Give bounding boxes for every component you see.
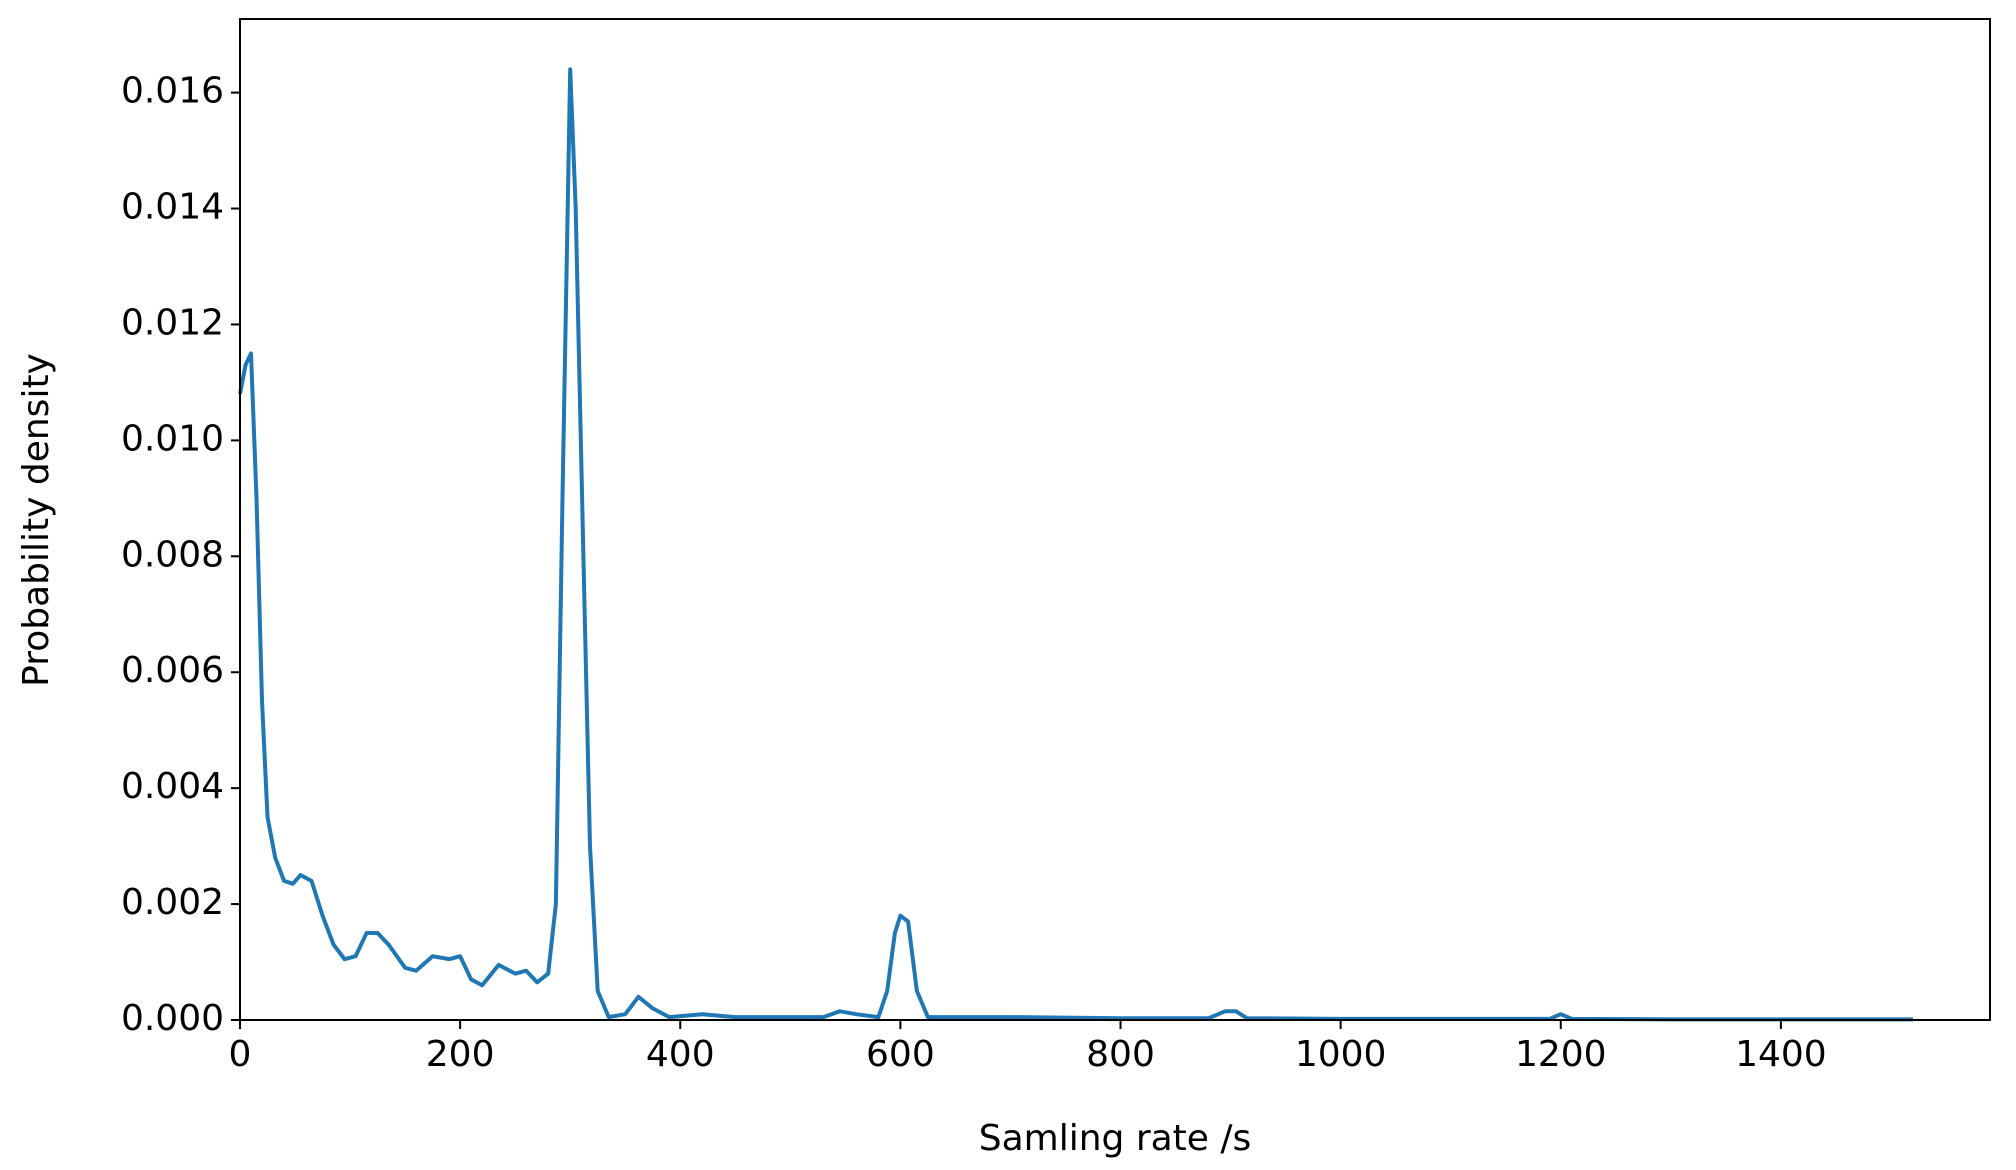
y-tick-label: 0.006: [121, 650, 224, 691]
y-tick-label: 0.016: [121, 71, 224, 112]
x-tick-label: 800: [1086, 1034, 1155, 1075]
y-tick-label: 0.004: [121, 766, 224, 807]
x-tick-label: 0: [229, 1034, 252, 1075]
y-tick-label: 0.012: [121, 302, 224, 343]
data-line: [238, 67, 1913, 1022]
x-tick-label: 400: [646, 1034, 715, 1075]
y-tick-label: 0.014: [121, 187, 224, 228]
x-tick-label: 1200: [1515, 1034, 1607, 1075]
x-tick-label: 600: [866, 1034, 935, 1075]
plot-frame: [239, 18, 1991, 1021]
y-axis-label: Probability density: [16, 353, 57, 687]
x-tick-label: 200: [426, 1034, 495, 1075]
y-tick-label: 0.002: [121, 882, 224, 923]
x-tick-label: 1000: [1295, 1034, 1387, 1075]
x-axis-label: Samling rate /s: [979, 1118, 1252, 1159]
y-tick-label: 0.008: [121, 534, 224, 575]
x-tick-label: 1400: [1735, 1034, 1827, 1075]
y-tick-label: 0.000: [121, 998, 224, 1039]
y-tick-label: 0.010: [121, 418, 224, 459]
